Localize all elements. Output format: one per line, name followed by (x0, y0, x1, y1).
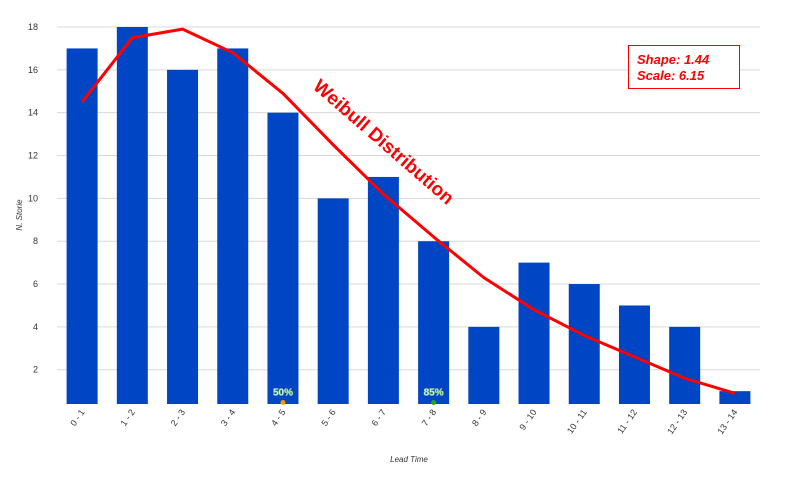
x-tick-label: 9 - 10 (517, 407, 538, 432)
x-tick-label: 5 - 6 (319, 407, 338, 427)
shape-parameter: Shape: 1.44 (637, 52, 710, 67)
bars (66, 27, 751, 404)
y-tick-label: 10 (28, 193, 38, 203)
bar (418, 241, 450, 404)
bar (719, 391, 751, 404)
y-tick-label: 2 (33, 365, 38, 375)
x-tick-label: 13 - 14 (715, 407, 739, 436)
x-axis-title: Lead Time (390, 455, 428, 464)
bar (317, 198, 349, 404)
y-axis-ticks: 2 4 6 8 10 12 14 16 18 (28, 22, 38, 375)
bar (116, 27, 148, 404)
x-tick-label: 0 - 1 (68, 407, 87, 427)
x-tick-label: 11 - 12 (615, 407, 639, 435)
y-tick-label: 4 (33, 322, 38, 332)
bar (66, 48, 98, 404)
scale-parameter: Scale: 6.15 (637, 68, 705, 83)
y-axis-title: N. Storie (15, 199, 24, 231)
x-tick-label: 10 - 11 (565, 407, 589, 435)
parameters-box: Shape: 1.44 Scale: 6.15 (628, 45, 740, 89)
bar (568, 284, 600, 404)
y-tick-label: 8 (33, 236, 38, 246)
percentile-dot (431, 400, 437, 406)
x-tick-label: 1 - 2 (118, 407, 137, 427)
y-tick-label: 14 (28, 108, 38, 118)
x-axis-ticks: 0 - 1 1 - 2 2 - 3 3 - 4 4 - 5 5 - 6 6 - 7 7 - 8… (68, 407, 739, 436)
x-tick-label: 8 - 9 (470, 407, 489, 427)
bar (267, 112, 299, 404)
bar (167, 69, 199, 404)
percentile-dot (280, 400, 286, 406)
bar (669, 326, 701, 404)
x-tick-label: 4 - 5 (269, 407, 288, 427)
y-tick-label: 18 (28, 22, 38, 32)
y-tick-label: 12 (28, 151, 38, 161)
fit-curve-layer (80, 27, 736, 395)
bar (518, 262, 550, 404)
x-tick-label: 6 - 7 (370, 407, 389, 427)
bar (367, 176, 399, 404)
bar (468, 326, 500, 404)
x-tick-label: 7 - 8 (420, 407, 439, 427)
x-tick-label: 2 - 3 (169, 407, 188, 427)
bar (618, 305, 650, 404)
x-tick-label: 3 - 4 (219, 407, 238, 427)
percentile-label: 85% (424, 388, 444, 399)
y-tick-label: 6 (33, 279, 38, 289)
y-tick-label: 16 (28, 65, 38, 75)
bar (217, 48, 249, 404)
fit-curve (80, 27, 736, 395)
percentile-markers: 50% 85% (273, 387, 444, 406)
percentile-label: 50% (273, 388, 293, 399)
x-tick-label: 12 - 13 (665, 407, 689, 436)
